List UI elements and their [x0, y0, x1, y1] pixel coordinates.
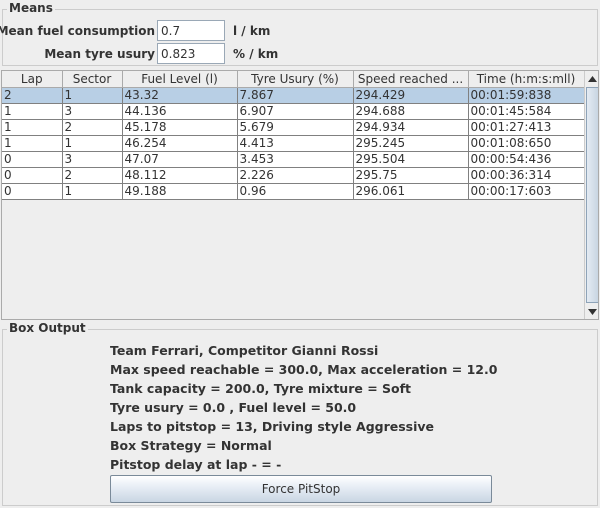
table-cell: 2 — [62, 167, 123, 184]
table-cell: 6.907 — [237, 103, 354, 120]
arrow-down-icon — [588, 308, 597, 315]
table-row[interactable]: 0 1 49.188 0.96 296.061 00:00:17:603 — [2, 183, 584, 200]
table-body: 2 1 43.32 7.867 294.429 00:01:59:838 1 3 44.136 6… — [2, 87, 584, 200]
info-speed: Max speed reachable = 300.0, Max acceler… — [110, 362, 498, 377]
table-cell: 5.679 — [237, 119, 354, 136]
table-cell: 1 — [2, 119, 63, 136]
table-cell: 294.688 — [353, 103, 469, 120]
table-cell: 295.245 — [353, 135, 469, 152]
table-cell: 0.96 — [237, 183, 354, 200]
table-cell: 0 — [2, 151, 63, 168]
arrow-up-icon — [588, 75, 597, 82]
table-cell: 4.413 — [237, 135, 354, 152]
lap-table-viewport: Lap Sector Fuel Level (l) Tyre Usury (%) Spe… — [2, 71, 584, 319]
table-cell: 00:00:36:314 — [468, 167, 584, 184]
lap-table-scrollpane[interactable]: Lap Sector Fuel Level (l) Tyre Usury (%) Spe… — [1, 70, 599, 320]
info-team: Team Ferrari, Competitor Gianni Rossi — [110, 343, 379, 358]
info-strategy: Box Strategy = Normal — [110, 438, 272, 453]
table-cell: 00:01:08:650 — [468, 135, 584, 152]
table-cell: 46.254 — [122, 135, 238, 152]
column-header[interactable]: Tyre Usury (%) — [237, 71, 354, 88]
info-laps: Laps to pitstop = 13, Driving style Aggr… — [110, 419, 435, 434]
table-cell: 00:00:54:436 — [468, 151, 584, 168]
table-cell: 2.226 — [237, 167, 354, 184]
table-header-row: Lap Sector Fuel Level (l) Tyre Usury (%) Spe… — [2, 71, 584, 88]
table-cell: 1 — [62, 135, 123, 152]
info-tyre: Tyre usury = 0.0 , Fuel level = 50.0 — [110, 400, 357, 415]
table-row[interactable]: 1 2 45.178 5.679 294.934 00:01:27:413 — [2, 119, 584, 136]
mean-fuel-row: Mean fuel consumption l / km — [0, 20, 270, 41]
table-cell: 0 — [2, 183, 63, 200]
info-tank: Tank capacity = 200.0, Tyre mixture = So… — [110, 381, 412, 396]
mean-tyre-row: Mean tyre usury % / km — [0, 43, 278, 64]
means-panel: Means Mean fuel consumption l / km Mean … — [0, 1, 598, 66]
table-row[interactable]: 1 3 44.136 6.907 294.688 00:01:45:584 — [2, 103, 584, 120]
table-cell: 49.188 — [122, 183, 238, 200]
table-cell: 1 — [2, 135, 63, 152]
lap-table: Lap Sector Fuel Level (l) Tyre Usury (%) Spe… — [2, 71, 584, 200]
mean-tyre-field[interactable] — [157, 43, 225, 64]
mean-fuel-field[interactable] — [157, 20, 225, 41]
scrollbar-thumb[interactable] — [586, 87, 598, 303]
table-row[interactable]: 0 3 47.07 3.453 295.504 00:00:54:436 — [2, 151, 584, 168]
column-header[interactable]: Speed reached ... — [353, 71, 469, 88]
column-header[interactable]: Time (h:m:s:mll) — [468, 71, 584, 88]
table-cell: 3 — [62, 151, 123, 168]
info-pitstop-delay: Pitstop delay at lap - = - — [110, 457, 282, 472]
table-cell: 47.07 — [122, 151, 238, 168]
table-cell: 295.75 — [353, 167, 469, 184]
mean-fuel-unit: l / km — [233, 23, 271, 38]
mean-tyre-label: Mean tyre usury — [44, 46, 155, 61]
table-cell: 1 — [62, 183, 123, 200]
box-output-panel: Box Output Team Ferrari, Competitor Gian… — [2, 321, 598, 506]
table-row[interactable]: 0 2 48.112 2.226 295.75 00:00:36:314 — [2, 167, 584, 184]
table-cell: 43.32 — [122, 87, 238, 104]
scroll-down-button[interactable] — [585, 304, 598, 319]
table-cell: 294.934 — [353, 119, 469, 136]
table-cell: 00:01:45:584 — [468, 103, 584, 120]
force-pitstop-button[interactable]: Force PitStop — [110, 475, 492, 503]
table-cell: 0 — [2, 167, 63, 184]
mean-fuel-label: Mean fuel consumption — [0, 23, 155, 38]
mean-tyre-unit: % / km — [233, 46, 279, 61]
table-cell: 295.504 — [353, 151, 469, 168]
table-cell: 1 — [2, 103, 63, 120]
table-cell: 00:00:17:603 — [468, 183, 584, 200]
table-cell: 44.136 — [122, 103, 238, 120]
table-cell: 294.429 — [353, 87, 469, 104]
table-cell: 7.867 — [237, 87, 354, 104]
table-row[interactable]: 2 1 43.32 7.867 294.429 00:01:59:838 — [2, 87, 584, 104]
column-header[interactable]: Sector — [62, 71, 123, 88]
table-cell: 3.453 — [237, 151, 354, 168]
vertical-scrollbar[interactable] — [584, 71, 598, 319]
scroll-up-button[interactable] — [585, 71, 598, 86]
table-cell: 00:01:27:413 — [468, 119, 584, 136]
table-cell: 2 — [2, 87, 63, 104]
column-header[interactable]: Lap — [2, 71, 63, 88]
column-header[interactable]: Fuel Level (l) — [122, 71, 238, 88]
means-title: Means — [7, 1, 55, 15]
table-cell: 1 — [62, 87, 123, 104]
table-row[interactable]: 1 1 46.254 4.413 295.245 00:01:08:650 — [2, 135, 584, 152]
table-cell: 2 — [62, 119, 123, 136]
box-output-title: Box Output — [7, 321, 88, 335]
table-cell: 48.112 — [122, 167, 238, 184]
table-cell: 45.178 — [122, 119, 238, 136]
table-cell: 00:01:59:838 — [468, 87, 584, 104]
table-cell: 3 — [62, 103, 123, 120]
table-cell: 296.061 — [353, 183, 469, 200]
